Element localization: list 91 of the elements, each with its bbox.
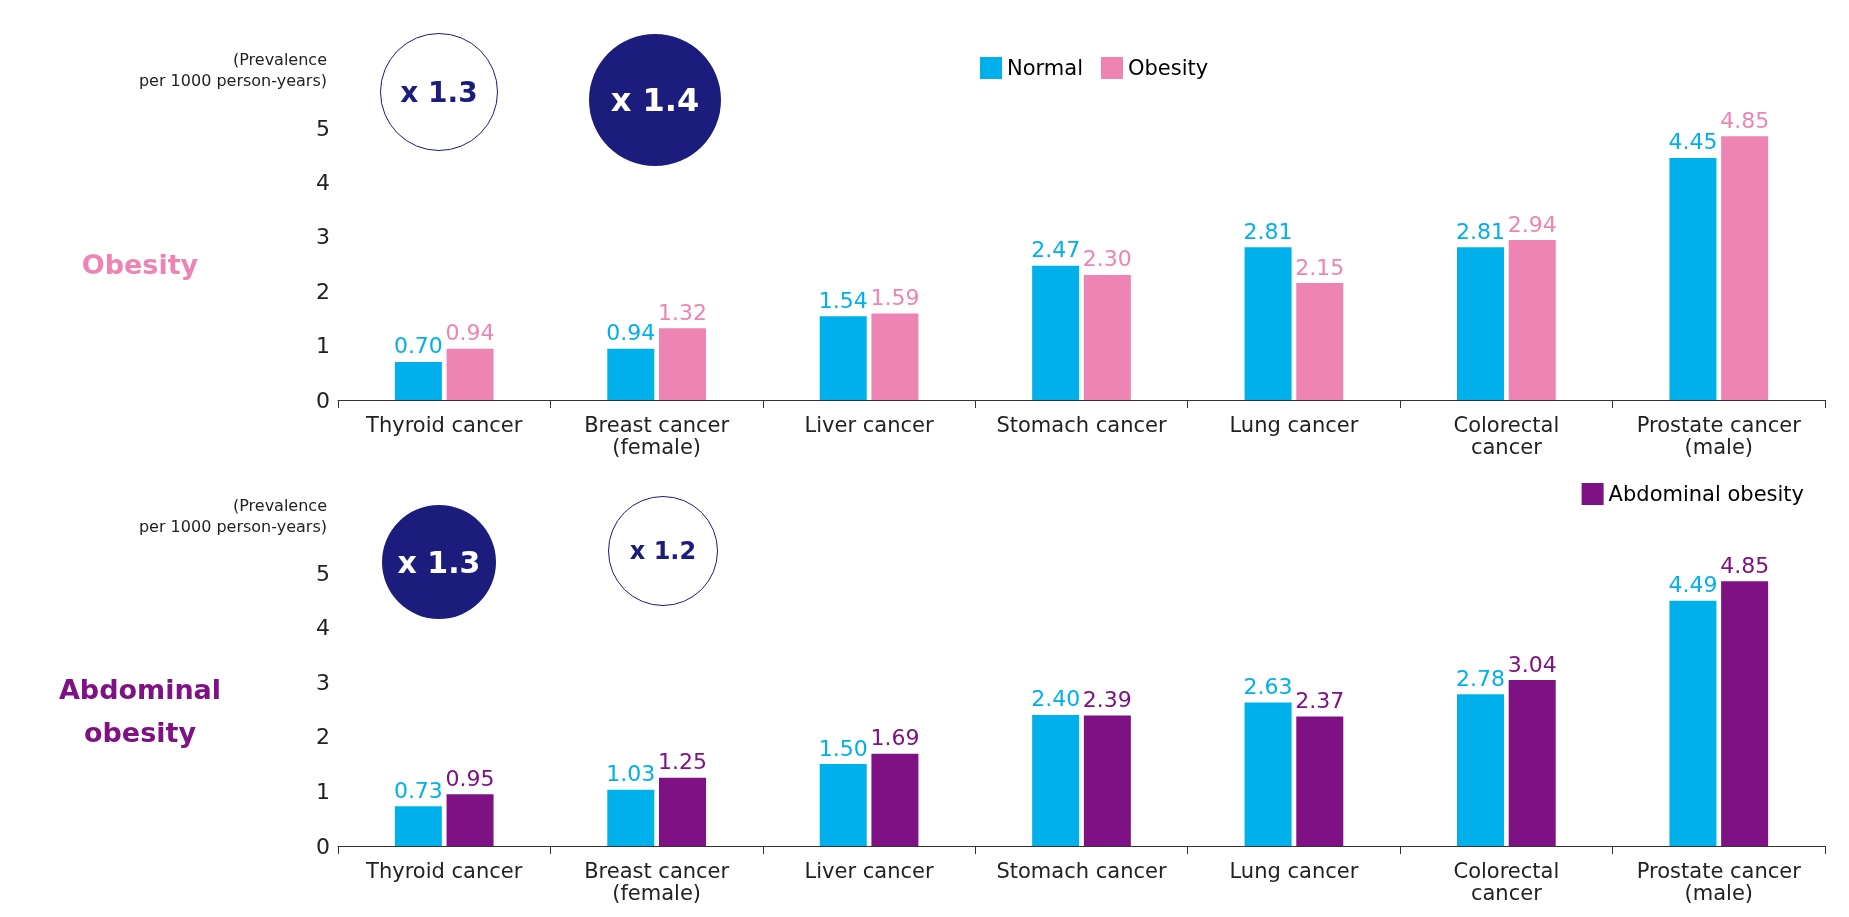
data-label: 2.40 <box>1031 686 1081 712</box>
data-label: 1.54 <box>818 287 868 313</box>
data-label: 1.69 <box>870 725 920 751</box>
data-label: 4.45 <box>1668 129 1718 155</box>
y-tick-label: 1 <box>316 333 330 359</box>
data-label: 2.47 <box>1031 237 1081 263</box>
data-label: 0.94 <box>445 320 495 346</box>
data-label: 2.39 <box>1082 687 1132 713</box>
bar <box>1032 714 1080 846</box>
bar <box>1508 240 1556 400</box>
data-label: 4.85 <box>1720 552 1770 578</box>
bar <box>1508 680 1556 846</box>
data-label: 2.81 <box>1243 218 1293 244</box>
data-label: 1.32 <box>658 299 707 325</box>
data-label: 2.63 <box>1243 673 1293 699</box>
legend-label: Normal <box>1007 56 1083 80</box>
bar <box>658 328 706 400</box>
x-tick-label: Liver cancer <box>804 413 934 437</box>
bar <box>1457 247 1505 400</box>
circle-badge: x 1.4 <box>589 34 721 166</box>
x-tick-label: Breast cancer (female) <box>584 413 730 459</box>
x-tick-label: Colorectal cancer <box>1453 859 1560 905</box>
bar <box>871 313 919 400</box>
legend-label: Obesity <box>1127 56 1209 80</box>
y-tick-label: 5 <box>316 560 330 586</box>
y-tick-label: 2 <box>316 724 330 750</box>
x-tick-label: Thyroid cancer <box>365 859 523 883</box>
x-tick-label: Breast cancer (female) <box>584 859 730 905</box>
bar <box>1669 600 1717 846</box>
x-tick-label: Prostate cancer (male) <box>1636 413 1802 459</box>
bar <box>1296 716 1344 846</box>
y-tick-label: 0 <box>316 387 330 413</box>
x-tick-label: Thyroid cancer <box>365 413 523 437</box>
data-label: 1.50 <box>818 735 868 761</box>
bar <box>394 806 442 846</box>
bar <box>1083 274 1131 400</box>
bar <box>1457 694 1505 846</box>
y-axis-title: (Prevalence per 1000 person-years) <box>138 50 327 92</box>
data-label: 4.49 <box>1668 572 1718 598</box>
data-label: 0.70 <box>393 333 443 359</box>
x-tick-label: Colorectal cancer <box>1453 413 1560 459</box>
bar <box>1669 157 1717 400</box>
bar <box>1721 581 1769 846</box>
data-label: 0.73 <box>393 777 443 803</box>
y-tick-label: 5 <box>316 115 330 141</box>
x-tick-label: Prostate cancer (male) <box>1636 859 1802 905</box>
data-label: 2.94 <box>1507 211 1557 237</box>
x-tick-label: Liver cancer <box>804 859 934 883</box>
data-label: 1.59 <box>870 285 920 310</box>
y-axis-title: (Prevalence per 1000 person-years) <box>138 496 327 538</box>
legend-label: Abdominal obesity <box>1608 482 1804 506</box>
y-tick-label: 2 <box>316 278 330 304</box>
circle-badge: x 1.3 <box>382 505 496 619</box>
data-label: 3.04 <box>1507 651 1557 677</box>
bar <box>394 361 442 400</box>
bar <box>607 348 655 400</box>
y-tick-label: 4 <box>316 169 330 195</box>
x-tick-label: Lung cancer <box>1229 859 1359 883</box>
data-label: 2.81 <box>1456 218 1505 244</box>
data-label: 0.94 <box>606 320 656 346</box>
data-label: 2.30 <box>1082 246 1132 272</box>
bar <box>658 777 706 846</box>
bar <box>1083 715 1131 846</box>
x-tick-label: Stomach cancer <box>996 413 1167 437</box>
bar <box>1296 283 1344 400</box>
y-tick-label: 4 <box>316 615 330 641</box>
data-label: 2.78 <box>1456 665 1505 691</box>
bar <box>1721 136 1769 400</box>
data-label: 2.37 <box>1295 688 1345 714</box>
bar <box>871 753 919 846</box>
data-label: 1.25 <box>658 749 707 775</box>
bar <box>446 348 494 400</box>
bar <box>446 794 494 846</box>
text: Abdominal obesity <box>57 672 223 750</box>
bar <box>1032 265 1080 400</box>
text: Obesity <box>80 248 200 283</box>
data-label: 4.85 <box>1720 107 1770 133</box>
data-label: 2.15 <box>1295 254 1345 280</box>
x-tick-label: Lung cancer <box>1229 413 1359 437</box>
bar <box>819 764 867 846</box>
data-label: 0.95 <box>445 765 495 791</box>
y-tick-label: 3 <box>316 669 330 695</box>
y-tick-label: 3 <box>316 224 330 250</box>
bar <box>1244 247 1292 400</box>
x-tick-label: Stomach cancer <box>996 859 1167 883</box>
y-tick-label: 1 <box>316 778 330 804</box>
bar <box>819 316 867 400</box>
data-label: 1.03 <box>606 761 656 787</box>
bar <box>607 789 655 846</box>
bar <box>1244 702 1292 846</box>
y-tick-label: 0 <box>316 833 330 859</box>
